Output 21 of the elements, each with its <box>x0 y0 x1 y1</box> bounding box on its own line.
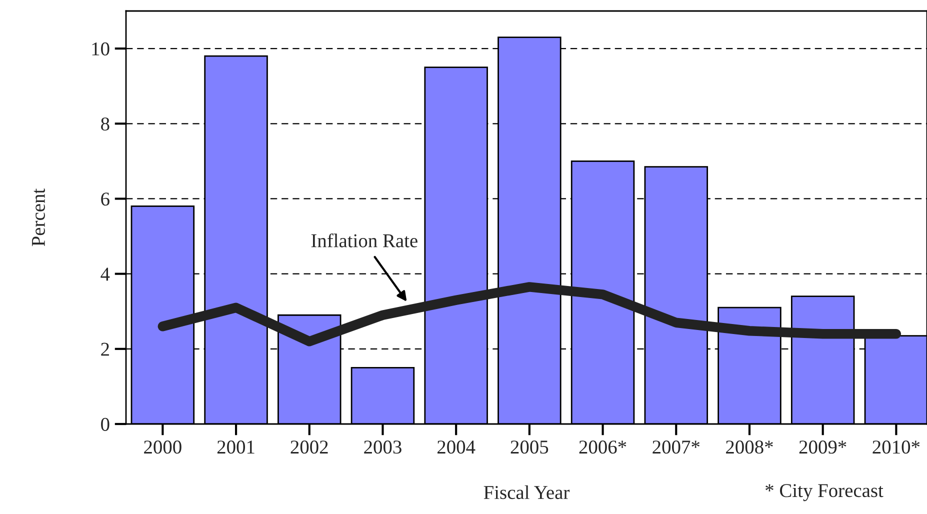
y-tick-label: 4 <box>100 268 110 281</box>
x-axis-title: Fiscal Year <box>484 485 570 500</box>
x-tick-label: 2008* <box>726 440 773 454</box>
y-axis-title: Percent <box>32 188 45 246</box>
x-tick-label: 2000 <box>144 440 182 454</box>
x-tick-label: 2007* <box>652 440 700 454</box>
x-tick-label: 2003 <box>364 440 402 454</box>
x-tick-label: 2009* <box>799 440 846 454</box>
y-tick-label: 0 <box>101 418 110 431</box>
x-tick-label: 2006* <box>579 440 626 454</box>
y-tick-label: 2 <box>101 342 109 356</box>
text: * City Forecast <box>766 484 884 502</box>
x-tick-label: 2001 <box>217 440 254 454</box>
x-tick-label: 2004 <box>437 440 476 454</box>
x-tick-label: 2005 <box>510 440 548 454</box>
y-tick-label: 10 <box>92 42 110 56</box>
y-tick-label: 8 <box>101 117 110 131</box>
text: Inflation Rate <box>311 233 418 248</box>
x-tick-label: 2002 <box>290 440 328 454</box>
y-tick-label: 6 <box>101 192 110 206</box>
x-tick-label: 2010* <box>872 440 920 454</box>
